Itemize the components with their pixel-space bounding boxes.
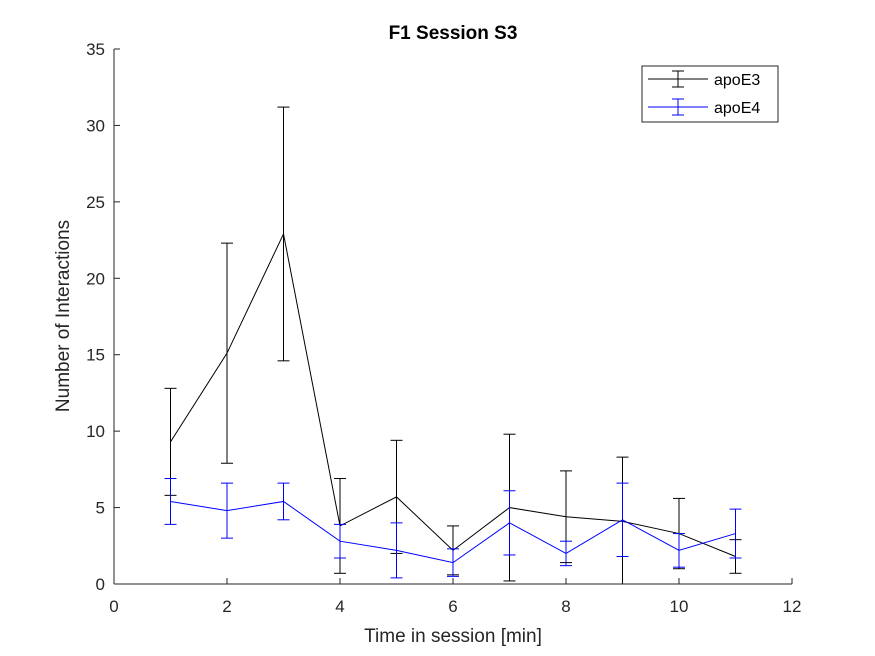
x-tick-label: 2 [222, 597, 231, 616]
error-bar [164, 478, 177, 525]
y-tick-label: 30 [86, 116, 105, 135]
y-tick-label: 0 [96, 575, 105, 594]
error-bar [390, 522, 403, 579]
error-bar [503, 490, 516, 556]
y-tick-label: 25 [86, 193, 105, 212]
x-tick-label: 12 [783, 597, 802, 616]
error-bar [277, 106, 290, 362]
x-tick-label: 10 [670, 597, 689, 616]
error-bar [447, 548, 459, 577]
x-axis-label: Time in session [min] [364, 626, 542, 647]
y-tick-label: 35 [86, 40, 105, 59]
error-bar [729, 508, 742, 559]
x-tick-layer: 0 2 4 6 8 10 12 [109, 578, 801, 616]
legend: apoE3 apoE4 [641, 65, 779, 123]
y-tick-label: 5 [96, 499, 105, 518]
error-bar [673, 533, 685, 568]
legend-item-apoE4: apoE4 [648, 98, 760, 117]
y-axis-label: Number of Interactions [53, 220, 74, 412]
chart-title: F1 Session S3 [389, 23, 518, 44]
legend-label: apoE3 [714, 72, 760, 89]
error-bar [277, 482, 290, 521]
legend-label: apoE4 [714, 100, 760, 117]
error-bar [334, 523, 346, 559]
series-apoE4 [164, 478, 742, 579]
y-tick-label: 10 [86, 422, 105, 441]
x-tick-label: 6 [448, 597, 457, 616]
plot-background [114, 49, 792, 584]
error-bar [560, 540, 572, 567]
series-layer [164, 106, 742, 585]
legend-items: apoE3 apoE4 [648, 70, 760, 117]
y-tick-label: 20 [86, 269, 105, 288]
error-bar [616, 482, 629, 557]
x-tick-label: 8 [561, 597, 570, 616]
error-bar [221, 482, 233, 539]
error-bar [221, 242, 233, 464]
x-tick-label: 0 [109, 597, 118, 616]
y-tick-label: 15 [86, 346, 105, 365]
x-tick-label: 4 [335, 597, 344, 616]
legend-item-apoE3: apoE3 [648, 70, 760, 89]
legend-box [641, 65, 779, 123]
y-tick-layer: 0 5 10 15 20 25 30 35 [86, 40, 120, 594]
